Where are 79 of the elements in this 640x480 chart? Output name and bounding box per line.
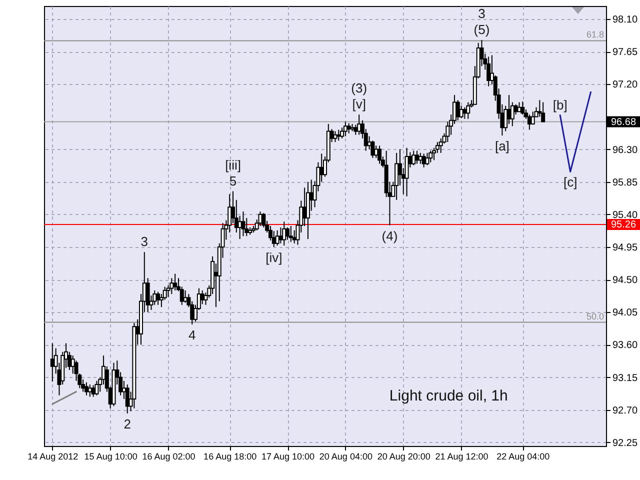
y-tick-label: 93.15: [612, 372, 638, 384]
candlestick: [378, 145, 382, 164]
y-tick-label: 97.65: [612, 47, 638, 58]
candlestick: [541, 102, 546, 122]
x-tick-label: 16 Aug 02:00: [142, 452, 196, 462]
annotation: [iii]: [225, 157, 241, 172]
candlestick: [346, 122, 351, 134]
annotation: (5): [474, 22, 490, 38]
y-tick-label: 97.20: [612, 80, 638, 91]
candlestick: [84, 382, 88, 396]
candlestick: [456, 100, 460, 121]
x-tick-label: 20 Aug 20:00: [377, 452, 430, 462]
candlestick: [278, 226, 283, 244]
candlestick: [507, 94, 511, 124]
candlestick: [415, 150, 419, 164]
annotation: (3): [351, 80, 368, 96]
y-tick-label: 95.40: [612, 210, 638, 221]
candlestick: [370, 140, 375, 158]
x-tick-label: 15 Aug 10:00: [84, 452, 138, 462]
candlestick: [394, 152, 399, 200]
x-tick-label: 20 Aug 04:00: [319, 452, 372, 462]
candlestick: [333, 130, 338, 143]
candlestick: [520, 101, 525, 116]
annotation: 2: [124, 416, 131, 432]
candlestick: [438, 138, 443, 154]
candlestick: [125, 384, 130, 414]
ref-line-label: 95.26: [611, 220, 636, 231]
y-tick-label: 94.50: [612, 275, 638, 286]
candlestick: [156, 291, 160, 306]
annotation: [b]: [552, 97, 568, 112]
annotation: 4: [188, 327, 196, 342]
candlestick: [241, 211, 246, 237]
candlestick: [50, 342, 54, 382]
candlestick: [94, 380, 99, 396]
y-tick-label: 94.95: [612, 242, 638, 254]
candlestick: [343, 121, 348, 137]
x-tick-label: 14 Aug 2012: [28, 452, 78, 462]
candlestick: [354, 124, 358, 136]
y-tick-label: 96.30: [612, 144, 638, 156]
annotation: 61.8: [586, 30, 604, 40]
annotation: 5: [229, 173, 237, 188]
candlestick: [530, 111, 535, 124]
candlestick: [275, 230, 280, 246]
annotation: [iv]: [266, 250, 282, 265]
x-tick-label: 17 Aug 10:00: [261, 452, 315, 462]
y-tick-label: 92.70: [612, 405, 638, 416]
candlestick: [428, 150, 433, 163]
candlestick: [170, 278, 174, 295]
candlestick: [282, 221, 286, 246]
candlestick: [425, 152, 430, 166]
candlestick: [462, 106, 467, 120]
y-tick-label: 93.60: [612, 340, 638, 352]
annotation: [v]: [352, 96, 366, 112]
y-tick-label: 94.05: [612, 308, 638, 319]
candlestick: [336, 129, 341, 142]
candlestick: [286, 226, 290, 240]
annotation: 3: [478, 6, 486, 22]
y-tick-label: 98.10: [612, 14, 638, 26]
ref-line-label: 96.68: [611, 116, 636, 128]
annotation: [a]: [494, 138, 510, 154]
annotation: [c]: [563, 174, 578, 190]
candlestick: [412, 150, 416, 166]
candlestick: [88, 384, 92, 398]
candlestick: [418, 152, 422, 164]
candlestick: [288, 226, 293, 242]
candlestick: [404, 147, 409, 197]
y-tick-label: 92.25: [612, 438, 638, 449]
candlestick: [486, 56, 491, 87]
x-tick-label: 16 Aug 18:00: [204, 452, 257, 462]
text: Light crude oil, 1h: [389, 387, 508, 404]
annotation: 3: [140, 234, 148, 250]
annotation: 50.0: [586, 311, 604, 322]
candlestick: [302, 187, 307, 226]
candlestick: [466, 102, 470, 120]
y-tick-label: 95.85: [612, 177, 638, 188]
x-tick-label: 21 Aug 12:00: [435, 452, 488, 462]
candlestick: [173, 273, 178, 291]
annotation: (4): [382, 228, 398, 244]
x-tick-label: 22 Aug 04:00: [496, 452, 550, 462]
